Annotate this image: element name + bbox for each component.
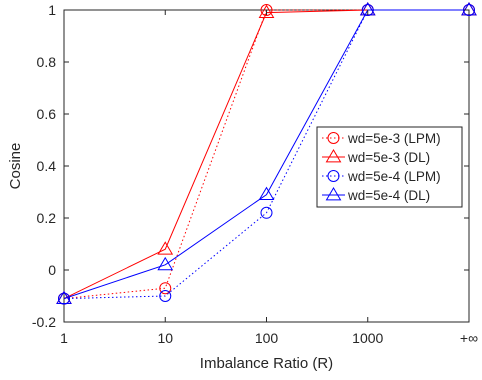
ticks-layer: 1 10 100 1000 +∞ -0.2 0 0.2 0.4 0.6 0.8 1 — [32, 2, 478, 346]
x-tick-label: 100 — [255, 330, 279, 346]
circle-marker — [260, 206, 273, 219]
legend-triangle-marker — [325, 149, 342, 163]
circle-marker — [159, 290, 172, 302]
y-tick-label: 1 — [48, 2, 56, 18]
y-tick-label: 0.6 — [37, 106, 57, 122]
circle-marker — [58, 292, 70, 305]
x-tick-label: 1 — [60, 330, 68, 346]
x-tick-label: +∞ — [460, 330, 478, 346]
triangle-marker — [56, 290, 72, 304]
triangle-marker — [258, 186, 275, 200]
legend-entry-label: wd=5e-3 (LPM) — [347, 131, 441, 146]
y-tick-label: 0 — [48, 262, 56, 278]
legend-triangle-marker — [325, 187, 342, 201]
legend: wd=5e-3 (LPM) wd=5e-3 (DL) wd=5e-4 (LPM) wd… — [316, 126, 463, 208]
x-tick-label: 1000 — [352, 330, 383, 346]
circle-marker — [260, 4, 273, 16]
y-tick-label: 0.8 — [37, 54, 57, 70]
y-tick-label: 0.2 — [37, 210, 57, 226]
legend-circle-marker — [327, 170, 340, 182]
legend-entry-label: wd=5e-4 (LPM) — [347, 169, 441, 184]
y-tick-label: -0.2 — [32, 314, 56, 330]
x-tick-label: 10 — [157, 330, 173, 346]
triangle-marker — [258, 4, 275, 18]
triangle-marker — [157, 241, 174, 255]
legend-entry-label: wd=5e-3 (DL) — [347, 150, 430, 165]
y-tick-label: 0.4 — [37, 158, 57, 174]
legend-circle-marker — [327, 132, 340, 144]
legend-entry-label: wd=5e-4 (DL) — [347, 188, 430, 203]
x-axis-label: Imbalance Ratio (R) — [200, 355, 333, 372]
circle-marker — [159, 282, 172, 295]
y-axis-label: Cosine — [7, 143, 24, 190]
triangle-marker — [157, 256, 174, 271]
legend-box — [316, 126, 463, 208]
series-line — [63, 9, 469, 300]
